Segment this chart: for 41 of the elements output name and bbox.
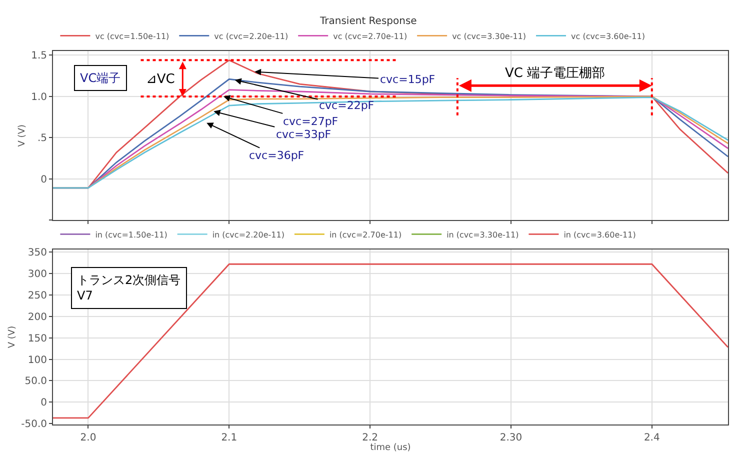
legend-label: in (cvc=3.60e-11) [564,230,636,240]
y-tick-label: 200 [28,312,47,323]
y-tick-label: 0 [40,398,47,409]
annotation: VC 端子電圧棚部 [505,66,606,81]
y-tick-label: 1.5 [31,50,47,62]
annotation: トランス2次側信号 V7 [77,273,181,303]
annotation: VC端子 [80,71,121,85]
y-tick-label: 1.0 [31,92,47,103]
y-tick-label: 0 [40,174,47,186]
legend-label: vc (cvc=2.70e-11) [333,32,408,41]
legend-label: in (cvc=2.20e-11) [212,230,284,240]
legend-label: vc (cvc=3.60e-11) [571,32,645,41]
annotation: cvc=27pF [283,115,338,128]
x-tick-label: 2.0 [80,432,96,444]
y-tick-label: 250 [28,290,47,302]
legend-label: vc (cvc=1.50e-11) [95,32,170,41]
chart-title: Transient Response [319,16,417,27]
y-tick-label: 150 [28,333,47,344]
x-axis-title: time (us) [370,443,411,453]
legend-label: in (cvc=2.70e-11) [329,230,402,240]
y-tick-label: 50.0 [24,376,47,388]
annotation: cvc=22pF [319,99,374,112]
x-tick-label: 2.1 [221,432,238,444]
y-axis-title: V (V) [7,326,18,348]
y-tick-label: 300 [28,269,47,280]
x-tick-label: 2.2 [362,432,378,444]
y-tick-label: .5 [37,133,47,144]
legend-label: in (cvc=1.50e-11) [95,230,168,240]
x-tick-label: 2.30 [500,432,522,444]
legend-label: vc (cvc=2.20e-11) [214,32,288,41]
y-tick-label: 100 [28,354,47,366]
legend-label: vc (cvc=3.30e-11) [452,32,526,41]
y-axis-title: V (V) [17,124,28,147]
annotation: cvc=36pF [249,149,304,162]
y-tick-label: -50.0 [21,419,47,430]
annotation: ⊿VC [146,72,175,87]
legend-label: in (cvc=3.30e-11) [446,230,519,240]
x-tick-label: 2.4 [644,432,660,444]
annotation: cvc=15pF [380,73,436,86]
y-tick-label: 350 [28,248,47,259]
annotation: cvc=33pF [276,128,332,141]
